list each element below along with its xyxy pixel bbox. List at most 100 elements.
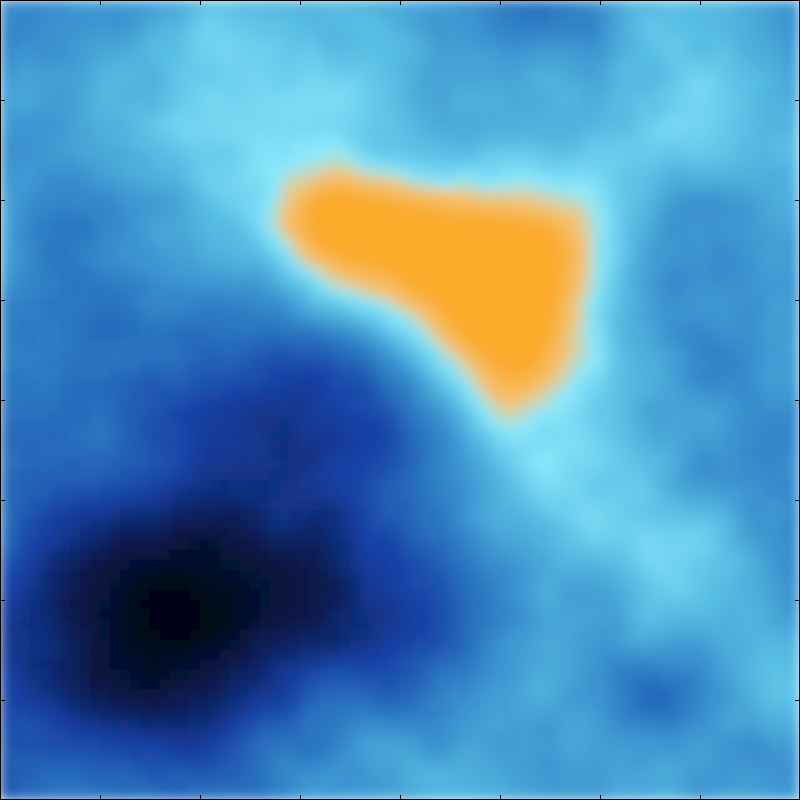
heatmap-cell — [109, 619, 121, 631]
heatmap-cell — [609, 359, 621, 371]
heatmap-cell — [369, 519, 381, 531]
heatmap-cell — [459, 209, 471, 221]
heatmap-cell — [449, 779, 461, 791]
heatmap-cell — [199, 309, 211, 321]
heatmap-cell — [439, 309, 451, 321]
heatmap-cell — [579, 619, 591, 631]
heatmap-cell — [469, 119, 481, 131]
heatmap-cell — [19, 349, 31, 361]
heatmap-cell — [529, 99, 541, 111]
heatmap-cell — [59, 349, 71, 361]
heatmap-cell — [589, 749, 601, 761]
heatmap-cell — [0, 399, 11, 411]
heatmap-cell — [169, 49, 181, 61]
heatmap-cell — [49, 579, 61, 591]
heatmap-cell — [89, 699, 101, 711]
heatmap-cell — [389, 79, 401, 91]
heatmap-cell — [269, 219, 281, 231]
heatmap-cell — [519, 629, 531, 641]
heatmap-cell — [159, 149, 171, 161]
heatmap-cell — [209, 49, 221, 61]
heatmap-cell — [479, 19, 491, 31]
heatmap-cell — [289, 319, 301, 331]
heatmap-cell — [269, 159, 281, 171]
heatmap-cell — [449, 579, 461, 591]
heatmap-cell — [389, 149, 401, 161]
heatmap-cell — [299, 239, 311, 251]
heatmap-cell — [29, 129, 41, 141]
heatmap-cell — [529, 269, 541, 281]
heatmap-cell — [509, 39, 521, 51]
heatmap-cell — [619, 229, 631, 241]
heatmap-cell — [429, 319, 441, 331]
heatmap-cell — [9, 569, 21, 581]
heatmap-cell — [519, 119, 531, 131]
heatmap-cell — [579, 719, 591, 731]
heatmap-cell — [609, 19, 621, 31]
heatmap-cell — [449, 329, 461, 341]
heatmap-cell — [0, 79, 11, 91]
heatmap-cell — [269, 539, 281, 551]
heatmap-cell — [439, 609, 451, 621]
heatmap-cell — [289, 89, 301, 101]
heatmap-cell — [199, 699, 211, 711]
heatmap-cell — [89, 309, 101, 321]
heatmap-cell — [499, 539, 511, 551]
heatmap-cell — [49, 449, 61, 461]
heatmap-cell — [249, 179, 261, 191]
heatmap-cell — [159, 769, 171, 781]
heatmap-cell — [579, 389, 591, 401]
heatmap-cell — [409, 319, 421, 331]
heatmap-cell — [609, 89, 621, 101]
heatmap-cell — [359, 519, 371, 531]
heatmap-cell — [139, 199, 151, 211]
heatmap-cell — [179, 19, 191, 31]
heatmap-cell — [69, 349, 81, 361]
heatmap-cell — [99, 519, 111, 531]
heatmap-cell — [329, 509, 341, 521]
heatmap-cell — [609, 609, 621, 621]
heatmap-cell — [129, 239, 141, 251]
heatmap-cell — [69, 279, 81, 291]
heatmap-cell — [329, 439, 341, 451]
heatmap-cell — [199, 589, 211, 601]
heatmap-cell — [419, 149, 431, 161]
heatmap-cell — [149, 59, 161, 71]
heatmap-cell — [339, 299, 351, 311]
heatmap-cell — [169, 609, 181, 621]
heatmap-cell — [329, 519, 341, 531]
heatmap-cell — [459, 219, 471, 231]
heatmap-cell — [449, 619, 461, 631]
heatmap-cell — [559, 319, 571, 331]
heatmap-cell — [559, 229, 571, 241]
heatmap-cell — [0, 579, 11, 591]
heatmap-cell — [59, 709, 71, 721]
heatmap-cell — [519, 209, 531, 221]
heatmap-cell — [469, 749, 481, 761]
heatmap-cell — [359, 39, 371, 51]
heatmap-cell — [559, 609, 571, 621]
heatmap-cell — [259, 519, 271, 531]
heatmap-cell — [39, 199, 51, 211]
heatmap-cell — [419, 769, 431, 781]
heatmap-cell — [239, 299, 251, 311]
heatmap-cell — [49, 389, 61, 401]
heatmap-cell — [239, 79, 251, 91]
heatmap-cell — [79, 749, 91, 761]
heatmap-cell — [219, 749, 231, 761]
heatmap-cell — [359, 209, 371, 221]
heatmap-cell — [269, 479, 281, 491]
heatmap-cell — [539, 209, 551, 221]
heatmap-cell — [379, 499, 391, 511]
heatmap-cell — [569, 439, 581, 451]
heatmap-cell — [149, 579, 161, 591]
heatmap-cell — [569, 499, 581, 511]
heatmap-cell — [339, 169, 351, 181]
heatmap-cell — [469, 739, 481, 751]
heatmap-cell — [209, 39, 221, 51]
heatmap-cell — [189, 389, 201, 401]
heatmap-cell — [199, 659, 211, 671]
heatmap-cell — [129, 639, 141, 651]
heatmap-cell — [169, 129, 181, 141]
heatmap-cell — [109, 709, 121, 721]
